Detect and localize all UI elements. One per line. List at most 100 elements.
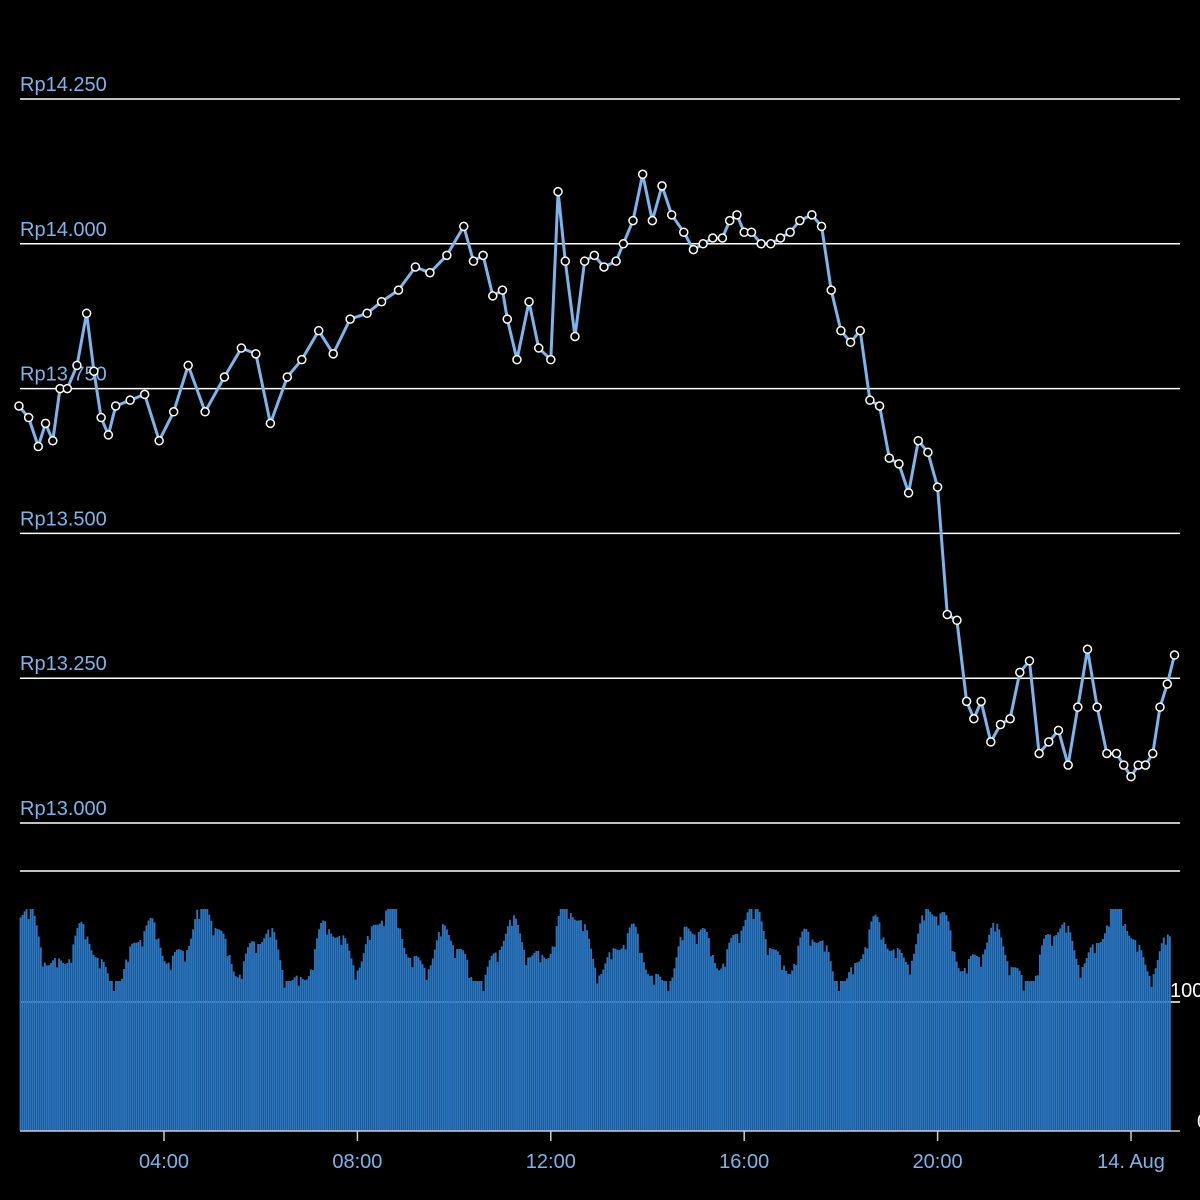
volume-bar — [1140, 950, 1143, 1131]
volume-bar — [305, 979, 308, 1131]
price-point — [1118, 760, 1129, 770]
volume-bar — [551, 946, 554, 1131]
volume-bar — [169, 969, 172, 1131]
volume-bar — [525, 965, 528, 1131]
volume-bar — [257, 944, 259, 1131]
volume-bar — [1146, 971, 1149, 1131]
volume-bar — [411, 967, 414, 1131]
volume-bar — [281, 970, 284, 1131]
volume-bar — [777, 951, 779, 1131]
volume-bar — [967, 959, 970, 1131]
volume-bar — [1134, 940, 1137, 1131]
volume-bar — [590, 948, 593, 1131]
volume-bar — [279, 960, 282, 1131]
volume-bar — [1132, 939, 1135, 1131]
volume-bar — [234, 976, 237, 1131]
volume-bar — [801, 931, 804, 1131]
volume-bar — [21, 914, 24, 1131]
volume-bar — [1101, 938, 1104, 1131]
volume-bar — [33, 915, 36, 1131]
volume-bar — [208, 914, 211, 1131]
volume-bar — [433, 949, 436, 1131]
volume-bar — [606, 957, 609, 1131]
volume-bar — [872, 916, 875, 1131]
volume-bar — [506, 926, 509, 1131]
volume-bar — [535, 951, 538, 1131]
volume-bar — [454, 957, 456, 1131]
volume-bar — [253, 941, 255, 1131]
price-point — [795, 215, 805, 226]
volume-bar — [1103, 933, 1106, 1131]
volume-bar — [301, 978, 304, 1131]
volume-bar — [803, 928, 806, 1131]
volume-bar — [645, 969, 647, 1131]
y-tick-label: Rp13.500 — [20, 508, 107, 530]
y-tick-label: Rp14.250 — [20, 74, 107, 96]
volume-bar — [1055, 935, 1058, 1131]
volume-bar — [446, 929, 448, 1131]
volume-bar — [259, 943, 262, 1131]
volume-bar — [653, 984, 655, 1131]
volume-bar — [957, 968, 960, 1131]
volume-bar — [817, 942, 820, 1131]
volume-bar — [681, 940, 684, 1131]
volume-bar — [921, 915, 924, 1131]
volume-bar — [182, 951, 184, 1131]
volume-bar — [1164, 944, 1167, 1131]
volume-bar — [752, 919, 755, 1131]
volume-bar — [1022, 990, 1025, 1131]
volume-bar — [273, 932, 276, 1131]
volume-bar — [149, 917, 152, 1131]
price-point — [497, 285, 508, 295]
volume-bar — [218, 929, 221, 1131]
volume-bar — [444, 925, 446, 1131]
volume-bar — [482, 991, 485, 1131]
volume-bar — [370, 926, 373, 1131]
volume-bar — [113, 991, 115, 1131]
volume-bar — [1043, 938, 1045, 1131]
volume-bar — [1118, 909, 1121, 1131]
price-point — [345, 314, 355, 324]
volume-bar — [1024, 981, 1027, 1131]
volume-bar — [663, 981, 666, 1131]
volume-bar — [70, 962, 73, 1131]
volume-bar — [102, 961, 105, 1131]
volume-bar — [1110, 909, 1112, 1131]
volume-bar — [576, 920, 578, 1131]
volume-bar — [39, 947, 42, 1131]
price-point — [976, 696, 986, 707]
volume-bar — [703, 928, 706, 1131]
volume-bar — [821, 940, 824, 1131]
volume-bar — [718, 970, 720, 1131]
price-point — [33, 441, 44, 452]
volume-bar — [1160, 943, 1163, 1131]
price-point — [251, 349, 261, 359]
price-point — [282, 372, 293, 382]
volume-bar — [689, 931, 692, 1131]
volume-bar — [612, 948, 615, 1131]
price-point — [459, 221, 469, 232]
volume-bar — [939, 913, 942, 1131]
volume-bar — [1154, 968, 1157, 1131]
price-point — [139, 389, 150, 400]
volume-bar — [860, 959, 863, 1131]
volume-bar — [48, 965, 50, 1131]
volume-bar — [121, 978, 123, 1131]
volume-bar — [180, 949, 182, 1131]
y-tick-label: Rp13.250 — [20, 653, 107, 675]
price-point — [1053, 725, 1064, 736]
volume-bar — [573, 919, 576, 1131]
volume-bar — [389, 909, 391, 1131]
volume-bar — [1093, 953, 1096, 1131]
volume-bar — [858, 961, 861, 1131]
volume-bar — [19, 917, 22, 1131]
volume-bar — [374, 924, 377, 1131]
volume-bar — [399, 928, 402, 1131]
volume-bar — [992, 922, 995, 1131]
volume-bar — [1032, 981, 1035, 1131]
volume-bar — [429, 965, 432, 1131]
volume-bar — [249, 942, 251, 1131]
price-point — [717, 233, 728, 243]
volume-bar — [228, 955, 231, 1131]
volume-bar — [334, 937, 337, 1131]
